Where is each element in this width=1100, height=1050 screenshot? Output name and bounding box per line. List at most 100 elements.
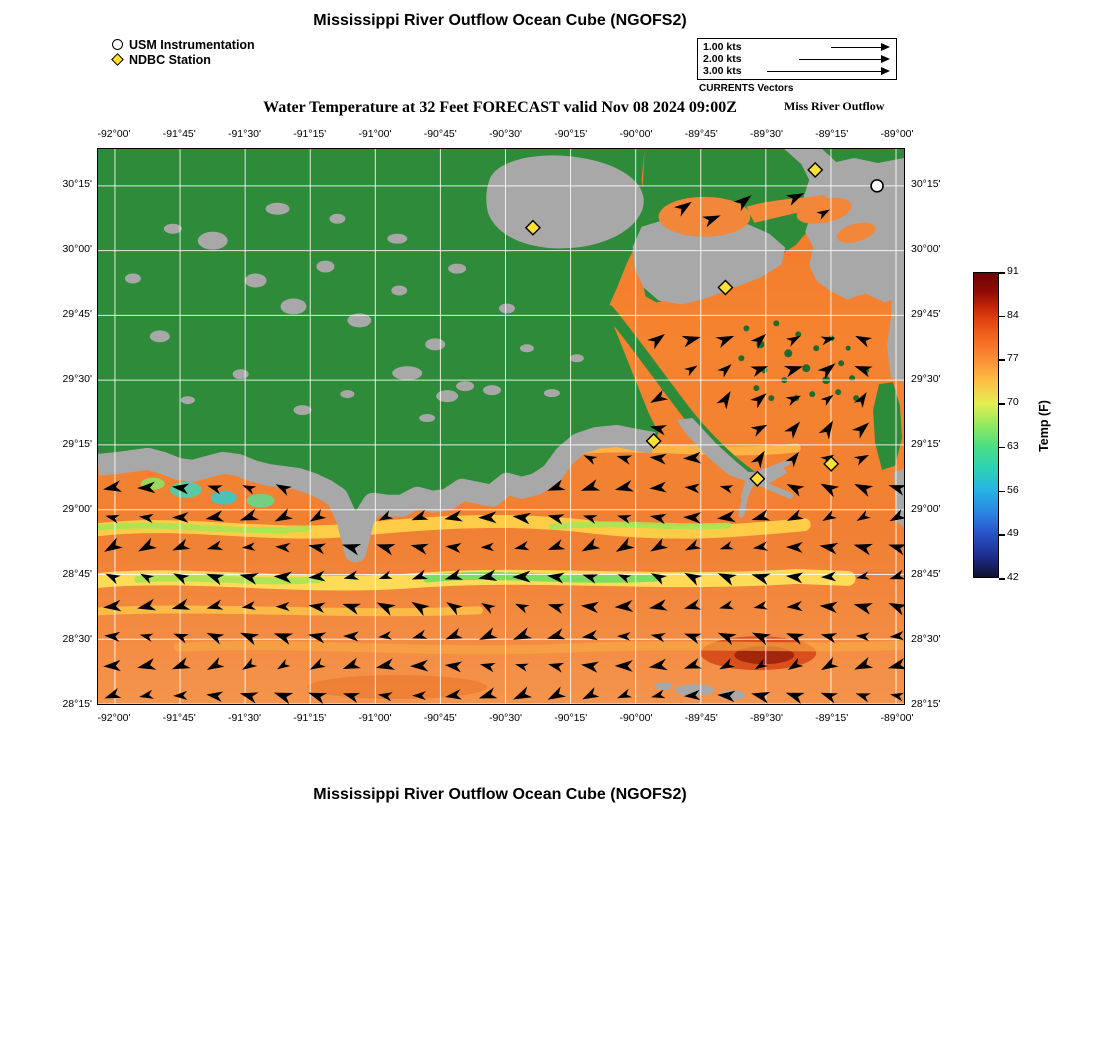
current-arrow bbox=[617, 514, 632, 524]
current-arrow bbox=[820, 571, 837, 582]
current-arrow bbox=[649, 481, 667, 493]
x-tick-label-top: -89°45' bbox=[684, 128, 718, 140]
current-arrow bbox=[377, 692, 393, 702]
current-arrow bbox=[206, 540, 224, 551]
current-arrow bbox=[650, 632, 666, 643]
current-arrow bbox=[786, 509, 804, 521]
y-tick-label-right: 29°45' bbox=[911, 308, 941, 320]
x-tick-label-bottom: -90°00' bbox=[619, 712, 653, 724]
current-arrow bbox=[342, 603, 362, 615]
x-tick-label-top: -89°00' bbox=[880, 128, 914, 140]
current-arrow bbox=[547, 514, 565, 525]
colorbar-tickmark bbox=[999, 359, 1005, 361]
current-arrow bbox=[273, 571, 292, 584]
current-arrow bbox=[139, 633, 154, 642]
x-tick-label-top: -89°15' bbox=[815, 128, 849, 140]
colorbar-tick-label: 63 bbox=[1007, 439, 1019, 452]
current-arrow bbox=[583, 455, 598, 465]
current-arrow bbox=[716, 390, 731, 410]
vector-arrow-icon bbox=[767, 66, 890, 75]
current-arrow bbox=[856, 510, 871, 522]
current-arrow bbox=[785, 572, 804, 584]
current-arrow bbox=[308, 543, 327, 555]
current-arrow bbox=[614, 600, 634, 612]
current-arrow bbox=[411, 629, 428, 639]
usm-station-marker bbox=[870, 179, 884, 193]
current-arrow bbox=[173, 633, 189, 644]
current-arrow bbox=[515, 603, 530, 614]
colorbar-tick-label: 56 bbox=[1007, 483, 1019, 496]
ndbc-station-marker bbox=[749, 470, 766, 487]
current-arrow bbox=[716, 510, 736, 523]
currents-vector-legend: 1.00 kts 2.00 kts 3.00 kts bbox=[697, 38, 897, 80]
current-arrow bbox=[137, 658, 157, 670]
x-tick-label-top: -91°00' bbox=[358, 128, 392, 140]
x-tick-label-bottom: -89°00' bbox=[880, 712, 914, 724]
x-tick-label-top: -90°45' bbox=[423, 128, 457, 140]
current-arrow bbox=[277, 658, 291, 670]
current-arrow bbox=[684, 539, 702, 551]
colorbar bbox=[973, 272, 999, 578]
current-arrow bbox=[378, 631, 393, 640]
current-arrow bbox=[719, 485, 734, 494]
current-arrow bbox=[715, 335, 735, 349]
current-arrow bbox=[787, 657, 804, 671]
current-arrow bbox=[514, 540, 530, 551]
current-arrow bbox=[171, 598, 191, 610]
current-arrow bbox=[786, 483, 805, 497]
current-arrow bbox=[411, 601, 430, 617]
current-arrow bbox=[750, 450, 765, 469]
current-arrow bbox=[819, 542, 839, 555]
current-arrow bbox=[888, 485, 904, 496]
current-arrow bbox=[308, 602, 326, 613]
current-arrow bbox=[854, 656, 874, 670]
current-arrow bbox=[104, 631, 121, 642]
current-arrow bbox=[580, 601, 599, 614]
current-arrow bbox=[717, 364, 732, 378]
current-arrow bbox=[820, 483, 840, 498]
current-arrow bbox=[308, 632, 327, 644]
current-arrow bbox=[207, 485, 223, 495]
current-arrow bbox=[650, 389, 669, 403]
current-arrow bbox=[515, 663, 529, 672]
current-arrow bbox=[206, 632, 225, 645]
current-arrow bbox=[650, 537, 669, 552]
current-arrow bbox=[173, 573, 190, 585]
current-arrow bbox=[481, 603, 496, 615]
current-arrow bbox=[172, 538, 191, 551]
current-arrow bbox=[750, 333, 767, 349]
ndbc-station-marker bbox=[524, 219, 541, 236]
current-arrow bbox=[342, 657, 361, 670]
map-svg bbox=[98, 149, 904, 704]
ndbc-marker-icon bbox=[111, 53, 124, 66]
current-arrow bbox=[548, 662, 565, 673]
vector-legend-speed-label: 2.00 kts bbox=[703, 53, 742, 65]
current-arrow bbox=[273, 633, 294, 645]
y-tick-label-right: 30°00' bbox=[911, 243, 941, 255]
current-arrow bbox=[733, 195, 752, 212]
current-arrow bbox=[853, 454, 870, 466]
current-arrow bbox=[378, 570, 393, 579]
current-arrow bbox=[616, 632, 631, 641]
current-arrow bbox=[816, 209, 830, 220]
current-arrow bbox=[104, 537, 123, 552]
current-arrow bbox=[412, 691, 426, 701]
current-arrow bbox=[649, 453, 667, 465]
current-arrow bbox=[817, 363, 836, 380]
current-arrow bbox=[614, 660, 633, 672]
current-arrow bbox=[342, 544, 362, 556]
current-arrow bbox=[102, 480, 123, 492]
vector-legend-row: 1.00 kts bbox=[703, 41, 891, 53]
current-arrow bbox=[309, 657, 326, 670]
current-arrow bbox=[683, 689, 701, 701]
current-arrow bbox=[479, 662, 496, 673]
current-arrow bbox=[785, 541, 803, 553]
current-arrow bbox=[751, 573, 771, 586]
current-arrow bbox=[478, 511, 497, 524]
current-arrow bbox=[411, 509, 429, 521]
offshore-islands bbox=[654, 682, 746, 701]
current-arrow bbox=[171, 657, 191, 670]
y-tick-label-left: 28°30' bbox=[62, 633, 92, 645]
current-arrow bbox=[684, 483, 700, 494]
